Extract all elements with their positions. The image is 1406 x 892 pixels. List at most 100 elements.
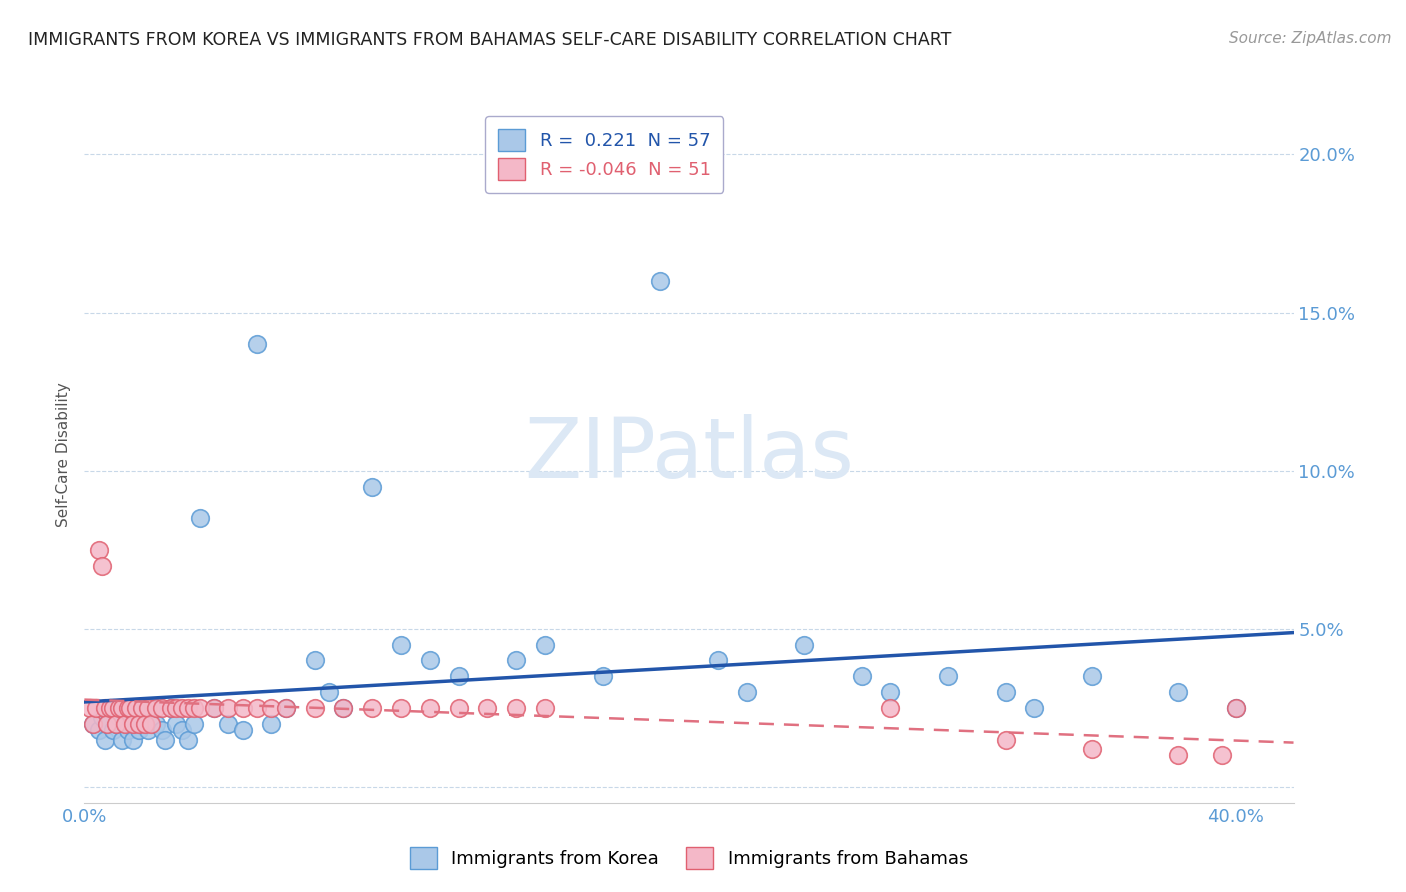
Point xyxy=(534,701,557,715)
Point xyxy=(111,732,134,747)
Point xyxy=(145,701,167,715)
Point xyxy=(122,716,145,731)
Point xyxy=(304,653,326,667)
Point xyxy=(177,701,200,715)
Point xyxy=(166,701,188,715)
Point xyxy=(139,701,162,715)
Point xyxy=(232,723,254,737)
Point xyxy=(505,701,527,715)
Point xyxy=(936,669,959,683)
Point xyxy=(188,701,211,715)
Point xyxy=(98,701,121,715)
Point xyxy=(735,685,758,699)
Point xyxy=(128,723,150,737)
Point xyxy=(159,701,181,715)
Point xyxy=(96,716,118,731)
Point xyxy=(260,701,283,715)
Point xyxy=(188,511,211,525)
Point xyxy=(131,710,153,724)
Point xyxy=(117,723,139,737)
Point xyxy=(202,701,225,715)
Point xyxy=(477,701,499,715)
Point xyxy=(592,669,614,683)
Point xyxy=(246,337,269,351)
Point xyxy=(87,723,110,737)
Legend: Immigrants from Korea, Immigrants from Bahamas: Immigrants from Korea, Immigrants from B… xyxy=(401,838,977,879)
Text: Source: ZipAtlas.com: Source: ZipAtlas.com xyxy=(1229,31,1392,46)
Point xyxy=(389,638,412,652)
Point xyxy=(101,723,124,737)
Text: IMMIGRANTS FROM KOREA VS IMMIGRANTS FROM BAHAMAS SELF-CARE DISABILITY CORRELATIO: IMMIGRANTS FROM KOREA VS IMMIGRANTS FROM… xyxy=(28,31,952,49)
Point xyxy=(332,701,354,715)
Point xyxy=(82,716,104,731)
Point xyxy=(125,716,148,731)
Point xyxy=(793,638,815,652)
Point xyxy=(1081,742,1104,756)
Point xyxy=(122,732,145,747)
Point xyxy=(82,716,104,731)
Point xyxy=(1225,701,1247,715)
Point xyxy=(114,716,136,731)
Text: ZIPatlas: ZIPatlas xyxy=(524,415,853,495)
Point xyxy=(117,701,139,715)
Point xyxy=(120,710,142,724)
Point xyxy=(96,716,118,731)
Point xyxy=(994,732,1017,747)
Point xyxy=(172,723,194,737)
Point xyxy=(447,701,470,715)
Point xyxy=(650,274,672,288)
Point xyxy=(1167,748,1189,763)
Point xyxy=(706,653,728,667)
Point xyxy=(136,701,159,715)
Point xyxy=(108,710,131,724)
Point xyxy=(98,701,121,715)
Point xyxy=(232,701,254,715)
Point xyxy=(87,542,110,557)
Point xyxy=(90,558,112,573)
Point xyxy=(851,669,873,683)
Point xyxy=(246,701,269,715)
Point xyxy=(131,701,153,715)
Point xyxy=(361,701,384,715)
Point xyxy=(419,701,441,715)
Point xyxy=(217,701,239,715)
Point xyxy=(1225,701,1247,715)
Point xyxy=(134,716,156,731)
Point xyxy=(105,716,128,731)
Point xyxy=(879,685,901,699)
Point xyxy=(93,732,115,747)
Point xyxy=(994,685,1017,699)
Point xyxy=(505,653,527,667)
Point xyxy=(274,701,297,715)
Legend: R =  0.221  N = 57, R = -0.046  N = 51: R = 0.221 N = 57, R = -0.046 N = 51 xyxy=(485,116,723,193)
Point xyxy=(447,669,470,683)
Point xyxy=(534,638,557,652)
Point xyxy=(1211,748,1233,763)
Point xyxy=(183,701,205,715)
Point xyxy=(202,701,225,715)
Point xyxy=(1167,685,1189,699)
Point xyxy=(217,716,239,731)
Point xyxy=(134,716,156,731)
Point xyxy=(114,716,136,731)
Point xyxy=(260,716,283,731)
Y-axis label: Self-Care Disability: Self-Care Disability xyxy=(56,383,72,527)
Point xyxy=(93,701,115,715)
Point xyxy=(79,701,101,715)
Point xyxy=(139,716,162,731)
Point xyxy=(150,701,173,715)
Point xyxy=(101,701,124,715)
Point xyxy=(1081,669,1104,683)
Point xyxy=(125,701,148,715)
Point xyxy=(120,701,142,715)
Point xyxy=(183,716,205,731)
Point xyxy=(108,701,131,715)
Point xyxy=(84,701,107,715)
Point xyxy=(304,701,326,715)
Point xyxy=(177,732,200,747)
Point xyxy=(1024,701,1046,715)
Point xyxy=(172,701,194,715)
Point xyxy=(150,723,173,737)
Point xyxy=(361,479,384,493)
Point xyxy=(879,701,901,715)
